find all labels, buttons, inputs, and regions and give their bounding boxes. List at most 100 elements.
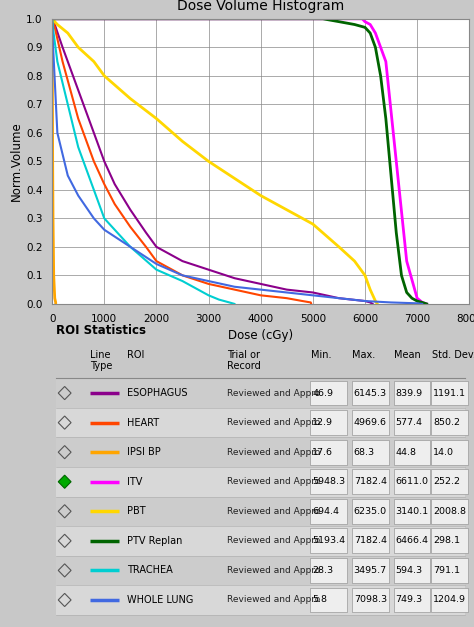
Title: Dose Volume Histogram: Dose Volume Histogram <box>177 0 344 13</box>
Bar <box>310 381 347 406</box>
Bar <box>352 440 389 465</box>
Text: PTV Replan: PTV Replan <box>127 536 182 546</box>
Text: Reviewed and Appro: Reviewed and Appro <box>228 596 320 604</box>
Bar <box>394 381 430 406</box>
Bar <box>431 381 468 406</box>
Bar <box>394 558 430 582</box>
Bar <box>56 556 465 585</box>
Text: 694.4: 694.4 <box>312 507 339 516</box>
Text: HEART: HEART <box>127 418 159 428</box>
Text: Reviewed and Appro: Reviewed and Appro <box>228 507 320 516</box>
Text: Trial or
Record: Trial or Record <box>228 350 261 371</box>
Text: 3140.1: 3140.1 <box>395 507 428 516</box>
Text: Max.: Max. <box>353 350 376 360</box>
Text: 791.1: 791.1 <box>433 566 460 575</box>
Bar <box>310 529 347 553</box>
Text: 1191.1: 1191.1 <box>433 389 466 398</box>
Text: 298.1: 298.1 <box>433 536 460 545</box>
Bar <box>352 587 389 613</box>
Bar <box>56 467 465 497</box>
Bar <box>394 529 430 553</box>
Bar <box>56 408 465 438</box>
Text: 5.8: 5.8 <box>312 596 327 604</box>
Text: 6235.0: 6235.0 <box>354 507 387 516</box>
Text: Reviewed and Appro: Reviewed and Appro <box>228 566 320 575</box>
Text: 2008.8: 2008.8 <box>433 507 466 516</box>
Bar <box>352 499 389 524</box>
Bar <box>352 558 389 582</box>
Text: ROI Statistics: ROI Statistics <box>56 324 146 337</box>
Bar <box>431 470 468 494</box>
Text: Reviewed and Appro: Reviewed and Appro <box>228 477 320 486</box>
Text: 5193.4: 5193.4 <box>312 536 345 545</box>
Text: 594.3: 594.3 <box>395 566 422 575</box>
Text: 14.0: 14.0 <box>433 448 454 456</box>
Y-axis label: Norm.Volume: Norm.Volume <box>10 122 23 201</box>
Bar <box>394 499 430 524</box>
Bar <box>394 440 430 465</box>
Bar <box>394 410 430 435</box>
Bar <box>352 470 389 494</box>
X-axis label: Dose (cGy): Dose (cGy) <box>228 329 293 342</box>
Text: 5948.3: 5948.3 <box>312 477 345 486</box>
Bar <box>394 587 430 613</box>
Text: Min.: Min. <box>311 350 331 360</box>
Bar <box>394 470 430 494</box>
Bar <box>56 438 465 467</box>
Text: 7098.3: 7098.3 <box>354 596 387 604</box>
Text: 46.9: 46.9 <box>312 389 333 398</box>
Bar <box>352 529 389 553</box>
Text: 12.9: 12.9 <box>312 418 333 427</box>
Text: Std. Dev.: Std. Dev. <box>432 350 474 360</box>
Text: 6145.3: 6145.3 <box>354 389 387 398</box>
Text: Reviewed and Appro: Reviewed and Appro <box>228 418 320 427</box>
Bar <box>56 497 465 526</box>
Text: 7182.4: 7182.4 <box>354 477 387 486</box>
Bar <box>431 529 468 553</box>
Text: Line
Type: Line Type <box>90 350 112 371</box>
Text: 577.4: 577.4 <box>395 418 422 427</box>
Bar <box>310 470 347 494</box>
Text: 28.3: 28.3 <box>312 566 333 575</box>
Bar <box>56 585 465 614</box>
Bar <box>431 440 468 465</box>
Text: 17.6: 17.6 <box>312 448 333 456</box>
Text: Mean: Mean <box>394 350 421 360</box>
Bar <box>431 558 468 582</box>
Bar <box>310 558 347 582</box>
Text: WHOLE LUNG: WHOLE LUNG <box>127 595 193 605</box>
Text: 252.2: 252.2 <box>433 477 460 486</box>
Text: IPSI BP: IPSI BP <box>127 447 161 457</box>
Text: ROI: ROI <box>127 350 145 360</box>
Text: 4969.6: 4969.6 <box>354 418 387 427</box>
Text: 6611.0: 6611.0 <box>395 477 428 486</box>
Bar <box>431 410 468 435</box>
Text: 850.2: 850.2 <box>433 418 460 427</box>
Text: 839.9: 839.9 <box>395 389 422 398</box>
Text: 68.3: 68.3 <box>354 448 375 456</box>
Text: ESOPHAGUS: ESOPHAGUS <box>127 388 188 398</box>
Text: TRACHEA: TRACHEA <box>127 566 173 576</box>
Bar <box>431 587 468 613</box>
Bar <box>56 526 465 556</box>
Bar <box>352 410 389 435</box>
Bar <box>56 378 465 408</box>
Bar <box>310 587 347 613</box>
Text: 44.8: 44.8 <box>395 448 417 456</box>
Text: 1204.9: 1204.9 <box>433 596 466 604</box>
Text: Reviewed and Appro: Reviewed and Appro <box>228 536 320 545</box>
Text: 3495.7: 3495.7 <box>354 566 387 575</box>
Text: 749.3: 749.3 <box>395 596 422 604</box>
Bar <box>431 499 468 524</box>
Text: 6466.4: 6466.4 <box>395 536 428 545</box>
Text: Reviewed and Appro: Reviewed and Appro <box>228 389 320 398</box>
Polygon shape <box>58 475 71 488</box>
Bar <box>310 440 347 465</box>
Bar <box>310 410 347 435</box>
Text: Reviewed and Appro: Reviewed and Appro <box>228 448 320 456</box>
Bar <box>352 381 389 406</box>
Text: 7182.4: 7182.4 <box>354 536 387 545</box>
Text: ITV: ITV <box>127 477 143 487</box>
Bar <box>310 499 347 524</box>
Text: PBT: PBT <box>127 506 146 516</box>
